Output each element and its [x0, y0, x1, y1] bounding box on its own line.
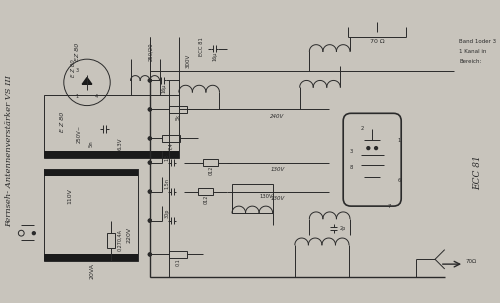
Circle shape — [148, 190, 152, 193]
Text: 2p: 2p — [340, 226, 346, 231]
Text: 70Ω: 70Ω — [465, 259, 476, 264]
Text: 250/20: 250/20 — [148, 42, 154, 61]
Circle shape — [367, 147, 370, 150]
Circle shape — [148, 161, 152, 164]
Circle shape — [148, 219, 152, 222]
Text: 1: 1 — [398, 138, 401, 143]
Circle shape — [148, 108, 152, 111]
Circle shape — [148, 190, 152, 193]
Text: Band 1oder 3: Band 1oder 3 — [459, 39, 496, 44]
Circle shape — [148, 253, 152, 256]
Text: ECC 81: ECC 81 — [198, 37, 203, 56]
Text: 012: 012 — [208, 166, 214, 175]
Text: 240V: 240V — [270, 114, 284, 119]
Bar — [44, 169, 138, 261]
Text: 4: 4 — [95, 94, 98, 99]
Bar — [169, 105, 186, 113]
Text: 0,1: 0,1 — [176, 258, 180, 266]
Text: 6: 6 — [398, 178, 401, 184]
Circle shape — [148, 253, 152, 256]
Text: E Z 80: E Z 80 — [71, 59, 76, 77]
Polygon shape — [82, 78, 92, 84]
Bar — [203, 159, 218, 166]
Bar — [108, 233, 115, 248]
Circle shape — [148, 161, 152, 164]
Circle shape — [148, 79, 152, 82]
Text: 70 Ω: 70 Ω — [370, 39, 384, 44]
Text: 3: 3 — [350, 149, 352, 155]
Text: 130V: 130V — [270, 196, 284, 201]
Text: 130V: 130V — [270, 167, 284, 172]
Bar — [169, 251, 186, 258]
Text: 1,5n: 1,5n — [164, 178, 170, 189]
Circle shape — [148, 219, 152, 222]
Text: 5n: 5n — [88, 140, 94, 147]
Text: 20VA: 20VA — [90, 263, 94, 279]
Text: 7,4: 7,4 — [168, 142, 173, 150]
Text: E Z 80: E Z 80 — [60, 112, 66, 132]
Bar — [44, 95, 179, 158]
Bar — [44, 151, 179, 158]
Bar — [198, 188, 212, 195]
Text: 2: 2 — [361, 126, 364, 131]
Text: 130V: 130V — [259, 194, 272, 199]
Bar — [232, 184, 272, 213]
Bar — [44, 255, 138, 261]
Text: 012: 012 — [204, 195, 208, 204]
Text: 30p: 30p — [164, 208, 170, 218]
Text: 16μ: 16μ — [162, 84, 167, 93]
Text: 300V: 300V — [186, 54, 191, 68]
Circle shape — [374, 147, 378, 150]
Circle shape — [148, 137, 152, 140]
Text: 1: 1 — [76, 94, 79, 99]
Text: ECC 81: ECC 81 — [473, 155, 482, 190]
Text: Bereich:: Bereich: — [459, 58, 481, 64]
Text: 16μ: 16μ — [212, 52, 217, 61]
Text: Fernseh- Antennenverstärker VS III: Fernseh- Antennenverstärker VS III — [4, 75, 12, 227]
Circle shape — [32, 232, 35, 235]
Circle shape — [148, 137, 152, 140]
Text: 1 Kanal in: 1 Kanal in — [459, 49, 486, 54]
Circle shape — [148, 79, 152, 82]
Text: 7: 7 — [388, 204, 392, 209]
Text: 110V: 110V — [67, 188, 72, 205]
Text: 3: 3 — [76, 68, 79, 73]
Text: 8: 8 — [349, 165, 352, 170]
Circle shape — [148, 108, 152, 111]
Text: 220V: 220V — [126, 227, 131, 243]
Text: 0,270,4A: 0,270,4A — [118, 229, 122, 251]
Text: 1,5: 1,5 — [164, 153, 170, 161]
Text: 6.3V: 6.3V — [118, 137, 122, 150]
Text: 250V~: 250V~ — [77, 125, 82, 143]
Bar — [44, 169, 138, 176]
Text: EZ 80: EZ 80 — [75, 42, 80, 61]
Text: 5k: 5k — [176, 114, 180, 120]
Bar — [162, 135, 180, 142]
